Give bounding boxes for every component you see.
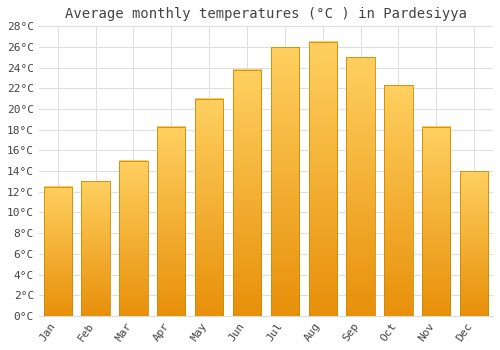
Bar <box>44 187 72 316</box>
Bar <box>195 99 224 316</box>
Bar <box>346 57 375 316</box>
Bar <box>308 42 337 316</box>
Bar <box>308 42 337 316</box>
Bar <box>195 99 224 316</box>
Bar <box>270 47 299 316</box>
Bar <box>119 161 148 316</box>
Bar <box>270 47 299 316</box>
Bar <box>384 85 412 316</box>
Bar <box>157 127 186 316</box>
Bar <box>460 171 488 316</box>
Bar <box>82 181 110 316</box>
Bar <box>384 85 412 316</box>
Bar <box>157 127 186 316</box>
Bar <box>422 127 450 316</box>
Bar <box>233 70 261 316</box>
Bar <box>422 127 450 316</box>
Bar <box>82 181 110 316</box>
Bar <box>460 171 488 316</box>
Bar <box>44 187 72 316</box>
Bar <box>119 161 148 316</box>
Bar <box>346 57 375 316</box>
Bar <box>233 70 261 316</box>
Title: Average monthly temperatures (°C ) in Pardesiyya: Average monthly temperatures (°C ) in Pa… <box>65 7 467 21</box>
